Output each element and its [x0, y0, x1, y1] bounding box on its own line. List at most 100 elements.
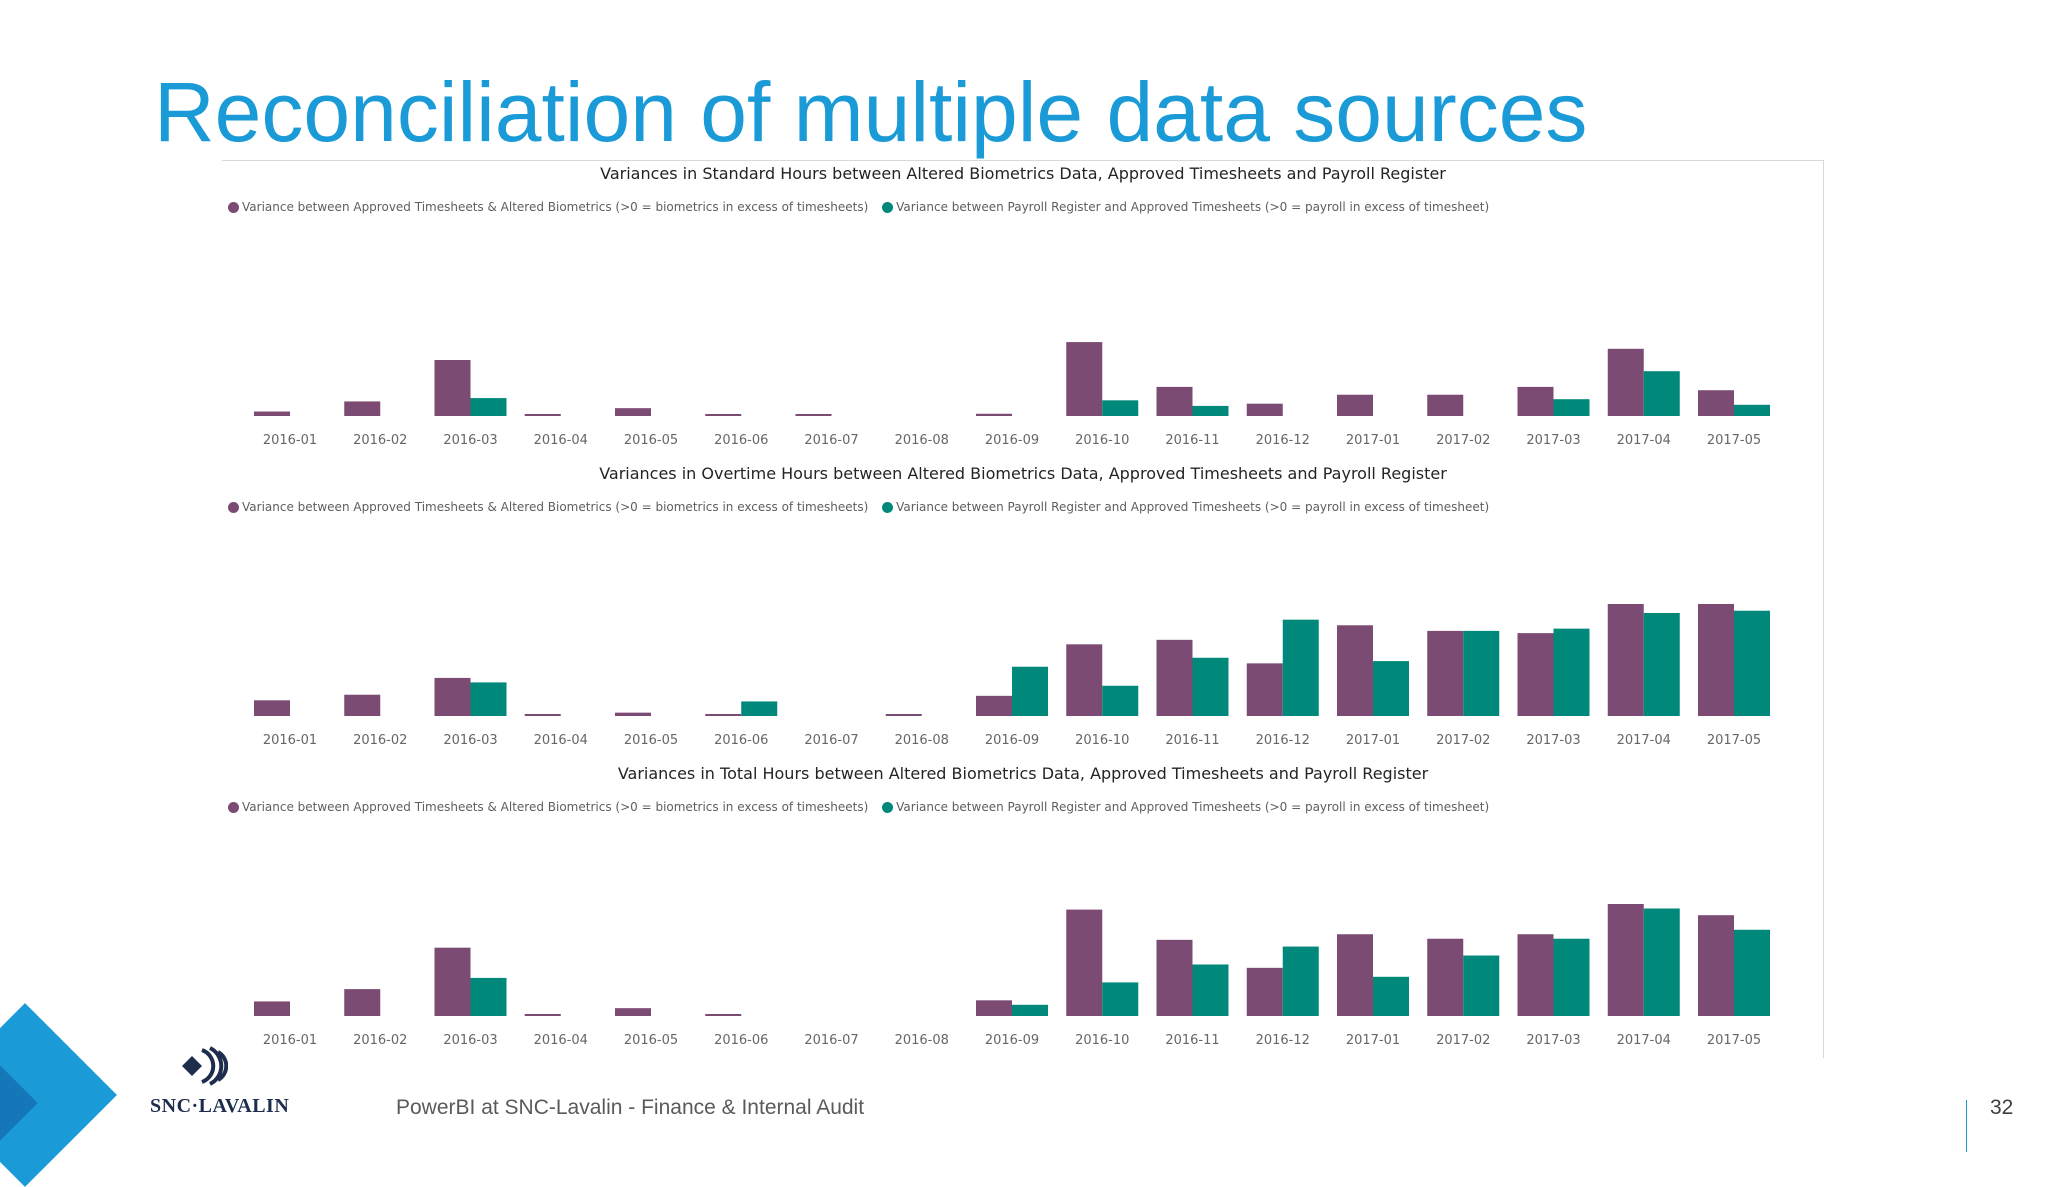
- bar-biometrics-2016-04[interactable]: [524, 414, 561, 416]
- bar-biometrics-2017-04[interactable]: [1607, 348, 1644, 416]
- bar-biometrics-2016-06[interactable]: [705, 414, 742, 416]
- bar-biometrics-2017-04[interactable]: [1607, 904, 1644, 1016]
- bar-payroll-2016-10[interactable]: [1102, 982, 1139, 1016]
- bar-payroll-2017-04[interactable]: [1643, 612, 1680, 716]
- bar-biometrics-2017-01[interactable]: [1337, 934, 1373, 1016]
- legend-dot-biometrics-icon: [228, 801, 239, 813]
- bar-biometrics-2016-03[interactable]: [434, 677, 471, 716]
- bar-biometrics-2016-09[interactable]: [976, 695, 1012, 716]
- legend-label: Variance between Approved Timesheets & A…: [242, 800, 869, 814]
- bar-payroll-2016-11[interactable]: [1192, 657, 1229, 716]
- x-tick-label: 2017-04: [1617, 1033, 1671, 1048]
- legend-item-payroll[interactable]: Variance between Payroll Register and Ap…: [882, 800, 1489, 814]
- bar-biometrics-2016-02[interactable]: [344, 401, 381, 416]
- bar-biometrics-2017-02[interactable]: [1427, 394, 1464, 416]
- bar-biometrics-2017-03[interactable]: [1517, 633, 1554, 716]
- bar-payroll-2016-11[interactable]: [1192, 405, 1229, 416]
- bar-payroll-2016-12[interactable]: [1282, 946, 1319, 1016]
- bar-payroll-2017-01[interactable]: [1373, 661, 1409, 716]
- x-tick-label: 2016-09: [985, 1033, 1039, 1048]
- chart-legend[interactable]: Variance between Approved Timesheets & A…: [228, 200, 1499, 216]
- x-tick-label: 2016-06: [714, 433, 768, 448]
- bar-payroll-2016-10[interactable]: [1102, 400, 1139, 416]
- bar-biometrics-2016-01[interactable]: [254, 411, 290, 416]
- bar-payroll-2016-11[interactable]: [1192, 964, 1229, 1016]
- bar-payroll-2016-03[interactable]: [470, 977, 507, 1016]
- legend-label: Variance between Payroll Register and Ap…: [896, 800, 1490, 814]
- bar-payroll-2016-10[interactable]: [1102, 685, 1139, 716]
- bar-payroll-2016-03[interactable]: [470, 398, 507, 416]
- bar-payroll-2016-03[interactable]: [470, 682, 507, 716]
- bar-biometrics-2017-05[interactable]: [1698, 604, 1734, 716]
- bar-biometrics-2016-07[interactable]: [795, 414, 832, 416]
- legend-item-biometrics[interactable]: Variance between Approved Timesheets & A…: [228, 200, 868, 214]
- bar-payroll-2017-05[interactable]: [1734, 404, 1770, 416]
- chart-title: Variances in Overtime Hours between Alte…: [599, 464, 1447, 483]
- bar-biometrics-2016-11[interactable]: [1156, 639, 1193, 716]
- bar-payroll-2017-03[interactable]: [1553, 399, 1590, 416]
- report-frame: [222, 160, 1824, 1058]
- x-tick-label: 2017-05: [1707, 733, 1761, 748]
- bar-payroll-2017-04[interactable]: [1643, 908, 1680, 1016]
- bar-biometrics-2016-06[interactable]: [705, 714, 742, 716]
- bar-payroll-2017-02[interactable]: [1463, 955, 1500, 1016]
- bar-biometrics-2017-05[interactable]: [1698, 390, 1734, 416]
- bar-biometrics-2016-05[interactable]: [615, 712, 651, 716]
- bar-biometrics-2016-03[interactable]: [434, 360, 471, 416]
- bar-biometrics-2017-01[interactable]: [1337, 625, 1373, 716]
- bar-biometrics-2017-03[interactable]: [1517, 386, 1554, 416]
- chart-legend[interactable]: Variance between Approved Timesheets & A…: [228, 500, 1499, 516]
- x-tick-label: 2016-09: [985, 433, 1039, 448]
- legend-item-biometrics[interactable]: Variance between Approved Timesheets & A…: [228, 500, 868, 514]
- legend-dot-payroll-icon: [882, 201, 894, 213]
- bar-biometrics-2016-04[interactable]: [524, 714, 561, 716]
- bar-biometrics-2017-04[interactable]: [1607, 604, 1644, 716]
- bar-biometrics-2016-06[interactable]: [705, 1014, 742, 1016]
- bar-payroll-2017-03[interactable]: [1553, 938, 1590, 1016]
- bar-chart-total-hours: 2016-01 2016-02 2016-03 2016-04 2016-05 2016-…: [254, 904, 1770, 1048]
- bar-biometrics-2016-03[interactable]: [434, 947, 471, 1016]
- bar-payroll-2017-04[interactable]: [1643, 371, 1680, 416]
- bar-biometrics-2016-10[interactable]: [1066, 909, 1103, 1016]
- bar-biometrics-2016-11[interactable]: [1156, 939, 1193, 1016]
- bar-biometrics-2016-08[interactable]: [885, 714, 922, 716]
- bar-payroll-2017-03[interactable]: [1553, 628, 1590, 716]
- bar-biometrics-2016-01[interactable]: [254, 1001, 290, 1016]
- bar-biometrics-2016-11[interactable]: [1156, 386, 1193, 416]
- bar-biometrics-2016-05[interactable]: [615, 408, 651, 416]
- legend-item-biometrics[interactable]: Variance between Approved Timesheets & A…: [228, 800, 868, 814]
- bar-biometrics-2016-12[interactable]: [1246, 967, 1283, 1016]
- bar-biometrics-2017-02[interactable]: [1427, 630, 1464, 716]
- bar-payroll-2017-05[interactable]: [1734, 610, 1770, 716]
- bar-biometrics-2017-03[interactable]: [1517, 934, 1554, 1016]
- bar-biometrics-2016-02[interactable]: [344, 989, 381, 1016]
- x-tick-label: 2016-02: [353, 733, 407, 748]
- bar-payroll-2016-09[interactable]: [1012, 666, 1048, 716]
- bar-biometrics-2016-12[interactable]: [1246, 663, 1283, 716]
- bar-biometrics-2016-02[interactable]: [344, 694, 381, 716]
- bar-biometrics-2017-02[interactable]: [1427, 938, 1464, 1016]
- legend-item-payroll[interactable]: Variance between Payroll Register and Ap…: [882, 500, 1489, 514]
- bar-chart-overtime-hours: 2016-01 2016-02 2016-03 2016-04 2016-05 2016-…: [254, 604, 1770, 748]
- bar-payroll-2017-02[interactable]: [1463, 630, 1500, 716]
- bar-biometrics-2017-01[interactable]: [1337, 394, 1373, 416]
- bar-payroll-2016-09[interactable]: [1012, 1004, 1048, 1016]
- footer-text: PowerBI at SNC-Lavalin - Finance & Inter…: [396, 1096, 865, 1119]
- bar-biometrics-2016-09[interactable]: [976, 1000, 1012, 1016]
- x-tick-label: 2016-10: [1075, 733, 1129, 748]
- bar-biometrics-2016-09[interactable]: [976, 413, 1012, 416]
- legend-item-payroll[interactable]: Variance between Payroll Register and Ap…: [882, 200, 1489, 214]
- bar-biometrics-2016-10[interactable]: [1066, 342, 1103, 416]
- chart-legend[interactable]: Variance between Approved Timesheets & A…: [228, 800, 1499, 816]
- bar-biometrics-2016-04[interactable]: [524, 1014, 561, 1016]
- bar-biometrics-2016-12[interactable]: [1246, 403, 1283, 416]
- bar-payroll-2017-01[interactable]: [1373, 976, 1409, 1016]
- bar-biometrics-2016-10[interactable]: [1066, 644, 1103, 716]
- bar-biometrics-2016-01[interactable]: [254, 700, 290, 716]
- bar-payroll-2016-12[interactable]: [1282, 619, 1319, 716]
- bar-biometrics-2016-05[interactable]: [615, 1008, 651, 1016]
- bar-payroll-2016-06[interactable]: [741, 701, 778, 716]
- x-tick-label: 2016-05: [624, 1033, 678, 1048]
- bar-biometrics-2017-05[interactable]: [1698, 915, 1734, 1016]
- bar-payroll-2017-05[interactable]: [1734, 929, 1770, 1016]
